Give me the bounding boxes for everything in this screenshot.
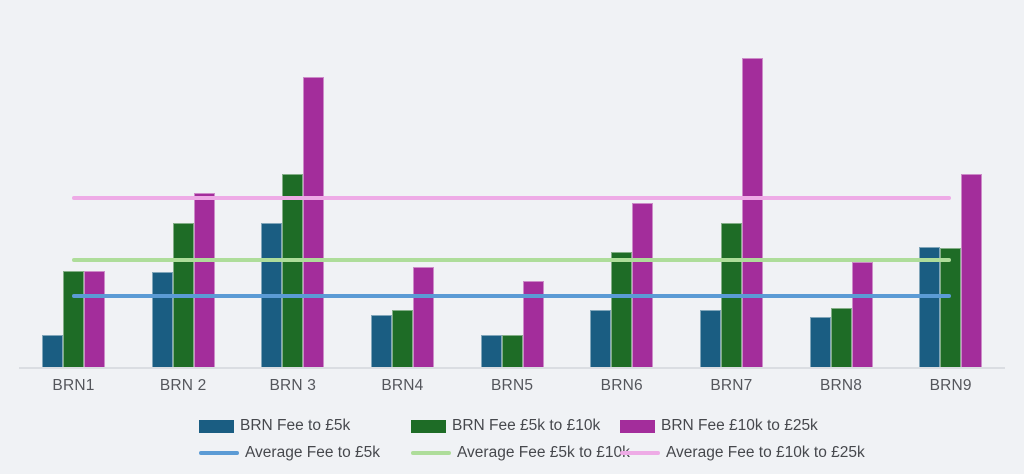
x-axis-label-brn9: BRN9 <box>929 377 972 394</box>
average-line-average-fee-to-10k-to-25k <box>72 196 951 200</box>
bar-brn9-brn-fee-to-5k <box>919 247 941 367</box>
bar-brn-3-brn-fee-5k-to-10k <box>282 174 304 367</box>
x-axis-label-brn1: BRN1 <box>52 377 95 394</box>
bar-brn6-brn-fee-10k-to-25k <box>632 203 654 367</box>
bar-brn6-brn-fee-to-5k <box>590 310 612 367</box>
average-line-average-fee-to-5k <box>72 294 951 298</box>
x-axis-label-brn-2: BRN 2 <box>159 377 207 394</box>
legend-item-average-fee-to-10k-to-25k: Average Fee to £10k to £25k <box>620 444 865 462</box>
average-line-average-fee-5k-to-10k <box>72 258 951 262</box>
legend-item-brn-fee-to-5k: BRN Fee to £5k <box>199 417 350 435</box>
legend-item-average-fee-to-5k: Average Fee to £5k <box>199 444 380 462</box>
bar-brn-2-brn-fee-10k-to-25k <box>193 193 215 367</box>
x-axis-label-brn-3: BRN 3 <box>269 377 317 394</box>
x-axis-label-brn7: BRN7 <box>710 377 753 394</box>
bar-brn9-brn-fee-10k-to-25k <box>961 174 983 367</box>
bar-brn1-brn-fee-10k-to-25k <box>84 271 105 367</box>
bar-brn-3-brn-fee-10k-to-25k <box>303 77 325 367</box>
bar-brn8-brn-fee-to-5k <box>809 317 831 367</box>
legend-label: BRN Fee to £5k <box>240 417 351 434</box>
bar-brn5-brn-fee-5k-to-10k <box>501 335 523 367</box>
x-axis-line <box>19 367 1005 369</box>
legend-bar-swatch-brn-fee-to-5k <box>199 419 234 433</box>
x-axis-label-brn4: BRN4 <box>381 377 424 394</box>
legend-item-brn-fee-10k-to-25k: BRN Fee £10k to £25k <box>620 417 818 435</box>
bar-brn4-brn-fee-5k-to-10k <box>391 310 413 367</box>
bar-brn9-brn-fee-5k-to-10k <box>940 248 962 367</box>
bar-brn1-brn-fee-5k-to-10k <box>63 271 84 367</box>
bar-brn5-brn-fee-10k-to-25k <box>522 281 544 367</box>
legend-item-brn-fee-5k-to-10k: BRN Fee £5k to £10k <box>411 417 600 435</box>
legend-label: Average Fee to £5k <box>245 444 380 461</box>
x-axis-label-brn6: BRN6 <box>600 377 643 394</box>
legend-line-swatch-average-fee-to-5k <box>199 451 239 455</box>
legend-bar-swatch-brn-fee-5k-to-10k <box>411 419 446 433</box>
bar-brn5-brn-fee-to-5k <box>480 335 502 367</box>
legend-bar-swatch-brn-fee-10k-to-25k <box>620 419 655 433</box>
legend-line-swatch-average-fee-to-10k-to-25k <box>620 451 660 455</box>
bar-brn1-brn-fee-to-5k <box>42 335 63 367</box>
legend-label: Average Fee £5k to £10k <box>457 444 630 461</box>
bar-brn6-brn-fee-5k-to-10k <box>611 252 633 367</box>
legend-label: BRN Fee £5k to £10k <box>452 417 601 434</box>
bar-brn4-brn-fee-10k-to-25k <box>412 267 434 367</box>
legend-label: Average Fee to £10k to £25k <box>666 444 865 461</box>
bar-brn8-brn-fee-5k-to-10k <box>830 308 852 367</box>
legend-item-average-fee-5k-to-10k: Average Fee £5k to £10k <box>411 444 630 462</box>
x-axis-label-brn8: BRN8 <box>819 377 863 394</box>
legend-line-swatch-average-fee-5k-to-10k <box>411 451 451 455</box>
bar-brn7-brn-fee-10k-to-25k <box>741 58 763 367</box>
bar-brn4-brn-fee-to-5k <box>370 315 392 367</box>
x-axis-label-brn5: BRN5 <box>491 377 534 394</box>
bar-brn-2-brn-fee-to-5k <box>151 272 173 367</box>
bar-brn7-brn-fee-to-5k <box>699 310 721 367</box>
bar-brn8-brn-fee-10k-to-25k <box>851 262 873 367</box>
legend-label: BRN Fee £10k to £25k <box>661 417 818 434</box>
